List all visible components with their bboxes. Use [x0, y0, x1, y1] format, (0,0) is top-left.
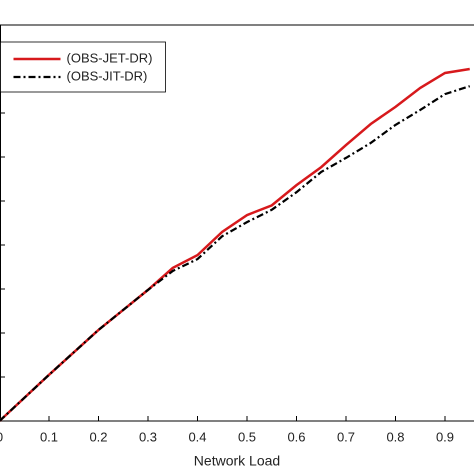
- x-tick-label: 0: [0, 429, 3, 444]
- x-tick-label: 0.9: [436, 429, 454, 444]
- x-tick-label: 0.8: [386, 429, 404, 444]
- legend-label: (OBS-JIT-DR): [67, 68, 148, 83]
- x-tick-label: 0.2: [89, 429, 107, 444]
- x-tick-label: 0.5: [238, 429, 256, 444]
- x-tick-label: 0.4: [188, 429, 206, 444]
- x-tick-label: 0.7: [337, 429, 355, 444]
- series-line: [0, 85, 471, 422]
- plot-frame: [0, 24, 474, 422]
- legend-label: (OBS-JET-DR): [67, 50, 153, 65]
- legend-box: [0, 41, 166, 93]
- x-tick-label: 0.6: [287, 429, 305, 444]
- x-axis-title: Network Load: [194, 453, 280, 469]
- x-tick-label: 0.3: [139, 429, 157, 444]
- x-tick-label: 0.1: [40, 429, 58, 444]
